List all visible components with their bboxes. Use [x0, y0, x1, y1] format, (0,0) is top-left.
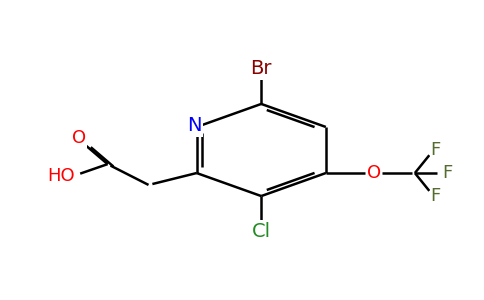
- Text: F: F: [430, 187, 441, 205]
- Text: O: O: [72, 129, 86, 147]
- Text: Cl: Cl: [252, 222, 271, 241]
- Text: N: N: [187, 116, 201, 135]
- Text: HO: HO: [47, 167, 75, 185]
- Text: F: F: [430, 141, 441, 159]
- Text: F: F: [442, 164, 452, 182]
- Text: Br: Br: [251, 59, 272, 78]
- Text: O: O: [367, 164, 381, 182]
